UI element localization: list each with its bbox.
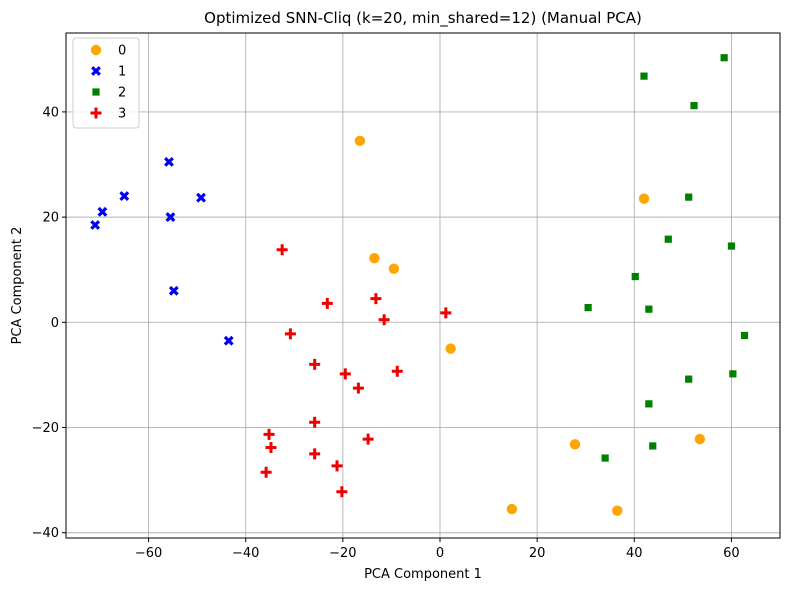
- data-point-series-1: [90, 220, 101, 230]
- data-point-series-1: [164, 156, 174, 167]
- data-point-series-2: [640, 72, 648, 80]
- data-point-series-2: [649, 442, 657, 450]
- data-point-series-0: [694, 433, 706, 445]
- data-point-series-2: [729, 370, 737, 378]
- data-point-series-1: [196, 192, 206, 203]
- data-point-series-2: [685, 193, 693, 201]
- legend-label-1: 1: [118, 65, 126, 80]
- data-point-series-1: [119, 191, 130, 202]
- data-point-series-0: [445, 343, 456, 354]
- x-tick-label: 0: [436, 546, 444, 561]
- y-axis-label: PCA Component 2: [10, 227, 25, 345]
- legend-marker-0: [90, 44, 102, 56]
- data-point-series-2: [740, 331, 749, 340]
- data-point-series-3: [263, 428, 275, 440]
- legend-label-2: 2: [118, 86, 126, 101]
- axis-ticks: −60 −40 −20 0 20 40 60 −40 −20 0 20 40: [32, 105, 740, 561]
- data-point-series-1: [168, 285, 179, 296]
- grid: [66, 33, 780, 538]
- data-point-series-2: [584, 303, 592, 312]
- data-point-series-2: [664, 235, 672, 243]
- data-point-series-0: [506, 503, 518, 515]
- data-point-series-1: [97, 206, 108, 217]
- data-point-series-2: [631, 272, 639, 281]
- data-point-series-3: [309, 416, 321, 428]
- data-point-series-3: [309, 448, 321, 460]
- x-tick-label: −60: [135, 546, 162, 561]
- data-point-series-0: [612, 505, 623, 516]
- x-tick-label: 40: [626, 546, 643, 561]
- y-tick-label: 0: [51, 316, 59, 331]
- x-tick-label: −20: [329, 546, 356, 561]
- data-point-series-3: [370, 293, 382, 305]
- data-point-series-3: [362, 433, 374, 445]
- data-points: [90, 54, 749, 516]
- x-axis-label: PCA Component 1: [364, 567, 482, 582]
- data-point-series-0: [638, 193, 650, 204]
- data-point-series-3: [260, 466, 272, 478]
- data-point-series-2: [720, 54, 728, 62]
- legend-marker-1: [91, 66, 101, 76]
- data-point-series-0: [388, 263, 400, 274]
- data-point-series-3: [309, 358, 321, 370]
- data-point-series-0: [569, 439, 581, 450]
- data-point-series-2: [727, 242, 736, 250]
- data-point-series-3: [378, 314, 390, 326]
- data-point-series-0: [369, 252, 380, 264]
- data-point-series-3: [440, 307, 452, 319]
- data-point-series-0: [354, 135, 366, 147]
- legend-box: [72, 37, 140, 129]
- y-tick-label: −40: [32, 526, 59, 541]
- x-tick-label: 60: [723, 546, 740, 561]
- legend-label-3: 3: [118, 107, 126, 122]
- x-tick-label: 20: [529, 546, 546, 561]
- data-point-series-3: [321, 297, 333, 309]
- data-point-series-2: [645, 400, 653, 408]
- legend-marker-2: [92, 88, 100, 96]
- data-point-series-2: [690, 101, 698, 110]
- plot-frame: [65, 32, 781, 539]
- data-point-series-3: [339, 368, 351, 380]
- data-point-series-3: [265, 442, 277, 454]
- y-tick-label: 20: [42, 211, 59, 226]
- data-point-series-3: [391, 365, 403, 377]
- y-tick-label: −20: [32, 421, 59, 436]
- data-point-series-2: [645, 305, 653, 313]
- data-point-series-3: [331, 460, 343, 472]
- chart-title: Optimized SNN-Cliq (k=20, min_shared=12)…: [204, 9, 642, 28]
- x-tick-label: −40: [232, 546, 259, 561]
- legend-marker-3: [90, 107, 102, 119]
- data-point-series-3: [284, 328, 296, 340]
- data-point-series-1: [165, 212, 176, 223]
- data-point-series-3: [352, 382, 364, 394]
- y-tick-label: 40: [42, 105, 59, 120]
- data-point-series-2: [601, 454, 609, 462]
- data-point-series-3: [276, 244, 288, 256]
- data-point-series-2: [685, 375, 693, 383]
- legend-label-0: 0: [118, 44, 126, 59]
- legend: 0 1 2 3: [72, 37, 140, 129]
- data-point-series-1: [223, 335, 234, 346]
- data-point-series-3: [336, 486, 348, 498]
